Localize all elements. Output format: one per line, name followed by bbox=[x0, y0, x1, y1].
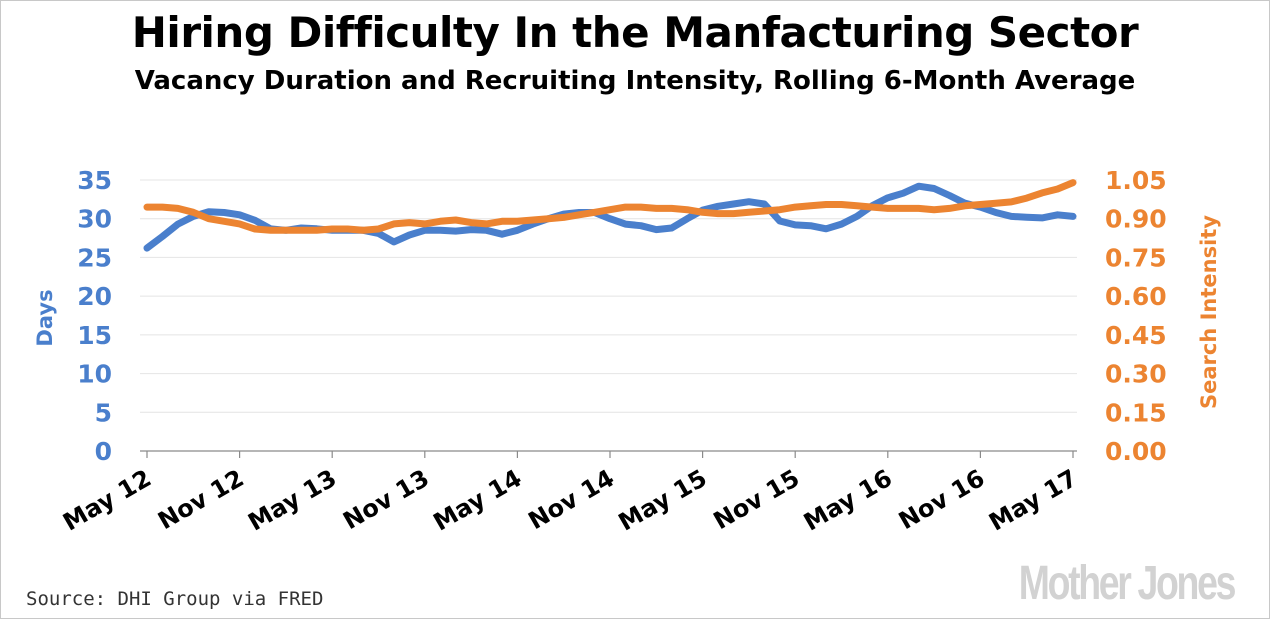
right-tick-label: 0.15 bbox=[1105, 398, 1167, 427]
right-tick-label: 0.30 bbox=[1105, 360, 1167, 389]
right-tick-label: 0.75 bbox=[1105, 243, 1167, 272]
right-axis-title: Search Intensity bbox=[1197, 215, 1221, 409]
x-tick-label: Nov 12 bbox=[153, 464, 248, 535]
x-tick-label: May 15 bbox=[614, 464, 712, 537]
chart-title: Hiring Difficulty In the Manfacturing Se… bbox=[131, 8, 1139, 57]
right-tick-label: 0.45 bbox=[1105, 321, 1167, 350]
right-tick-label: 0.60 bbox=[1105, 282, 1167, 311]
x-tick-label: Nov 16 bbox=[894, 464, 989, 535]
left-tick-label: 35 bbox=[77, 166, 112, 195]
x-tick-label: May 17 bbox=[984, 464, 1082, 537]
x-tick-label: May 12 bbox=[58, 464, 156, 537]
left-tick-label: 30 bbox=[77, 205, 112, 234]
x-tick-label: Nov 15 bbox=[709, 464, 804, 535]
left-tick-label: 20 bbox=[77, 282, 112, 311]
right-tick-label: 0.90 bbox=[1105, 205, 1167, 234]
x-tick-label: May 14 bbox=[429, 464, 527, 537]
source-note: Source: DHI Group via FRED bbox=[26, 588, 324, 610]
right-tick-label: 0.00 bbox=[1105, 437, 1167, 466]
left-tick-label: 0 bbox=[95, 437, 112, 466]
right-tick-label: 1.05 bbox=[1105, 166, 1167, 195]
left-tick-label: 15 bbox=[77, 321, 112, 350]
left-axis-title: Days bbox=[33, 289, 57, 346]
mother-jones-logo: Mother Jones bbox=[1018, 557, 1237, 610]
left-tick-label: 25 bbox=[77, 243, 112, 272]
x-tick-label: May 13 bbox=[243, 464, 341, 537]
days-series-line bbox=[143, 182, 1077, 252]
x-tick-label: Nov 13 bbox=[338, 464, 433, 535]
left-tick-label: 10 bbox=[77, 360, 112, 389]
search-intensity-series-line bbox=[143, 179, 1077, 234]
left-tick-label: 5 bbox=[95, 398, 112, 427]
chart-subtitle: Vacancy Duration and Recruiting Intensit… bbox=[134, 66, 1136, 96]
x-tick-label: May 16 bbox=[799, 464, 897, 537]
x-tick-label: Nov 14 bbox=[524, 464, 619, 535]
